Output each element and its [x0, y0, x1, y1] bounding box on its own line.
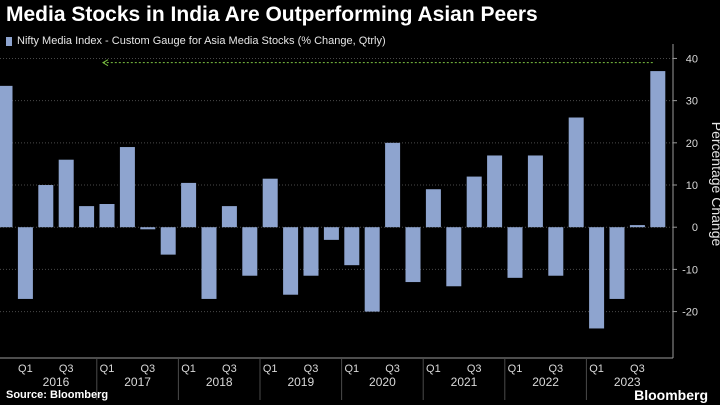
bar: [119, 147, 135, 228]
y-tick-label: 40: [686, 53, 698, 65]
year-label: 2020: [369, 375, 396, 389]
bar: [38, 185, 54, 228]
bar: [181, 182, 197, 228]
bar: [283, 227, 299, 295]
y-tick-label: 30: [686, 96, 698, 108]
bar: [221, 206, 237, 228]
bar: [425, 189, 441, 228]
year-label: 2019: [287, 375, 314, 389]
year-label: 2018: [206, 375, 233, 389]
quarter-label: Q3: [140, 363, 155, 375]
bar: [344, 227, 360, 266]
bars: [0, 71, 666, 329]
bar: [0, 85, 13, 228]
y-tick-label: 0: [692, 222, 698, 234]
y-tick-label: -20: [682, 307, 698, 319]
bar: [160, 227, 176, 255]
bar: [262, 178, 278, 228]
annotation-arrowhead: [102, 59, 109, 67]
source-note: Source: Bloomberg: [6, 389, 109, 401]
quarter-label: Q3: [548, 363, 563, 375]
bar: [650, 71, 666, 228]
year-label: 2021: [451, 375, 478, 389]
quarter-label: Q3: [630, 363, 645, 375]
quarter-label: Q1: [344, 363, 359, 375]
year-label: 2016: [43, 375, 70, 389]
axis-labels: 40 30 20 10 0 -10 -20 Q1 Q3 Q1 Q3 Q1 Q3 Q1 Q3 Q1 Q3 Q1 Q3 Q…: [18, 53, 720, 389]
quarter-label: Q1: [508, 363, 523, 375]
quarter-label: Q1: [18, 363, 33, 375]
quarter-label: Q3: [222, 363, 237, 375]
axes: [0, 44, 677, 400]
quarter-label: Q1: [100, 363, 115, 375]
bar: [507, 227, 523, 278]
bar: [548, 227, 564, 276]
legend: Nifty Media Index - Custom Gauge for Asi…: [6, 35, 386, 47]
bar: [99, 204, 115, 228]
year-label: 2017: [124, 375, 151, 389]
bloomberg-logo: Bloomberg: [634, 387, 708, 403]
bar: [527, 155, 543, 228]
y-axis-label: Percentage Change: [709, 122, 720, 247]
bar: [385, 142, 401, 228]
y-tick-label: -10: [682, 264, 698, 276]
y-tick-label: 20: [686, 138, 698, 150]
bar: [242, 227, 258, 276]
legend-label: Nifty Media Index - Custom Gauge for Asi…: [17, 35, 386, 47]
bar: [589, 227, 605, 329]
quarter-label: Q3: [385, 363, 400, 375]
bar: [17, 227, 33, 299]
bar: [364, 227, 380, 312]
quarter-label: Q1: [181, 363, 196, 375]
bar: [405, 227, 421, 283]
bar: [629, 225, 645, 228]
bar: [466, 176, 482, 228]
legend-swatch: [6, 36, 12, 46]
bar: [201, 227, 217, 299]
bar: [609, 227, 625, 299]
year-label: 2023: [614, 375, 641, 389]
bar: [79, 206, 95, 228]
quarter-label: Q1: [426, 363, 441, 375]
year-label: 2022: [532, 375, 559, 389]
bar: [140, 227, 156, 230]
bar: [568, 117, 584, 228]
bar: [323, 227, 339, 240]
quarter-label: Q3: [59, 363, 74, 375]
quarter-label: Q3: [467, 363, 482, 375]
quarter-label: Q3: [304, 363, 319, 375]
annotation-arrow: [102, 59, 653, 67]
bar: [446, 227, 462, 287]
bar: [487, 155, 503, 228]
chart-title: Media Stocks in India Are Outperforming …: [6, 3, 538, 26]
quarter-label: Q1: [263, 363, 278, 375]
bar: [58, 159, 74, 228]
y-tick-label: 10: [686, 180, 698, 192]
bar: [303, 227, 319, 276]
quarter-label: Q1: [589, 363, 604, 375]
